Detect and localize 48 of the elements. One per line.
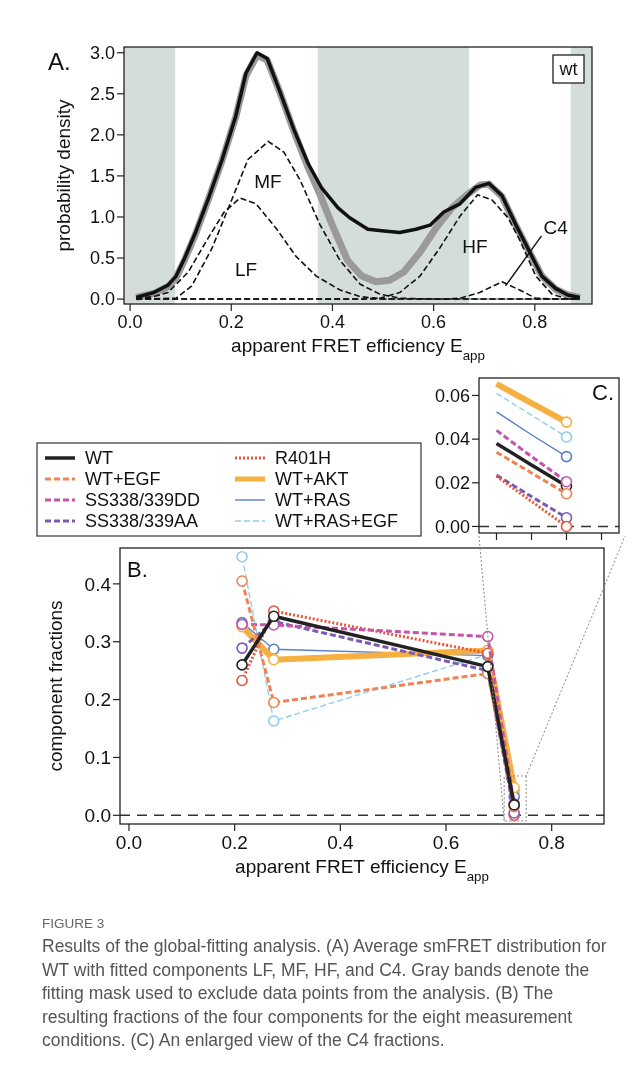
- x-tick-label: 0.6: [421, 312, 447, 333]
- y-tick-label: 0.04: [434, 429, 470, 450]
- y-tick-label: 3.0: [89, 43, 115, 64]
- legend-label: WT+RAS+EGF: [275, 511, 399, 531]
- y-tick-label: 0.02: [434, 473, 470, 494]
- y-tick-label: 0.2: [84, 689, 111, 711]
- x-tick-label: 0.0: [117, 312, 143, 333]
- y-axis-title: component fractions: [45, 600, 66, 772]
- legend-label: WT+RAS: [275, 490, 351, 510]
- x-tick-label: 0.0: [115, 832, 143, 854]
- text: Results of the global-fitting analysis. (A) Average smFRET distribution for WT with fitted components LF, MF, HF, and C4. Gray bands denote the fitting mask used to exclude data points from the analysis. (B) The resulting fractions of the four components for the eight measurement conditions. (C) An enlarged view of the C4 fractions.: [42, 936, 607, 1050]
- legend-label: WT+EGF: [85, 469, 161, 489]
- y-tick-label: 1.5: [89, 166, 115, 187]
- x-tick-label: 0.8: [538, 832, 565, 854]
- legend-label: WT: [85, 448, 113, 468]
- x-axis-title: apparent FRET efficiency E$_{app}$: [235, 856, 489, 884]
- y-tick-label: 1.0: [89, 207, 115, 228]
- y-tick-label: 0.06: [434, 385, 470, 406]
- x-tick-label: 0.4: [319, 312, 345, 333]
- x-tick-label: 0.8: [522, 312, 548, 333]
- legend-label: WT+AKT: [275, 469, 349, 489]
- y-tick-label: 2.5: [89, 84, 115, 105]
- y-tick-label: 0.5: [89, 248, 115, 269]
- annotation: LF: [234, 258, 258, 280]
- x-tick-label: 0.2: [221, 832, 248, 854]
- x-tick-label: 0.4: [327, 832, 354, 854]
- y-axis-title: probability density: [53, 98, 74, 252]
- annotation: HF: [462, 235, 488, 257]
- chart-title: C.: [592, 380, 614, 405]
- annotation: C4: [543, 216, 569, 238]
- x-axis-title: apparent FRET efficiency E$_{app}$: [231, 335, 485, 363]
- legend-label: SS338/339DD: [85, 490, 201, 510]
- x-tick-label: 0.2: [218, 312, 244, 333]
- chart-title: B.: [127, 557, 148, 582]
- y-tick-label: 0.4: [84, 573, 112, 595]
- chart-title: A.: [48, 48, 71, 75]
- x-tick-label: 0.6: [432, 832, 460, 854]
- y-tick-label: 2.0: [89, 125, 115, 146]
- y-tick-label: 0.0: [84, 804, 111, 826]
- y-tick-label: 0.3: [84, 631, 111, 653]
- annotation: MF: [254, 170, 282, 192]
- annotation: wt: [558, 59, 578, 80]
- y-tick-label: 0.1: [84, 747, 111, 769]
- legend-label: SS338/339AA: [85, 511, 199, 531]
- y-tick-label: 0.0: [89, 289, 115, 310]
- legend-label: R401H: [275, 448, 332, 468]
- caption: FIGURE 3: [42, 916, 105, 931]
- y-tick-label: 0.00: [434, 516, 470, 537]
